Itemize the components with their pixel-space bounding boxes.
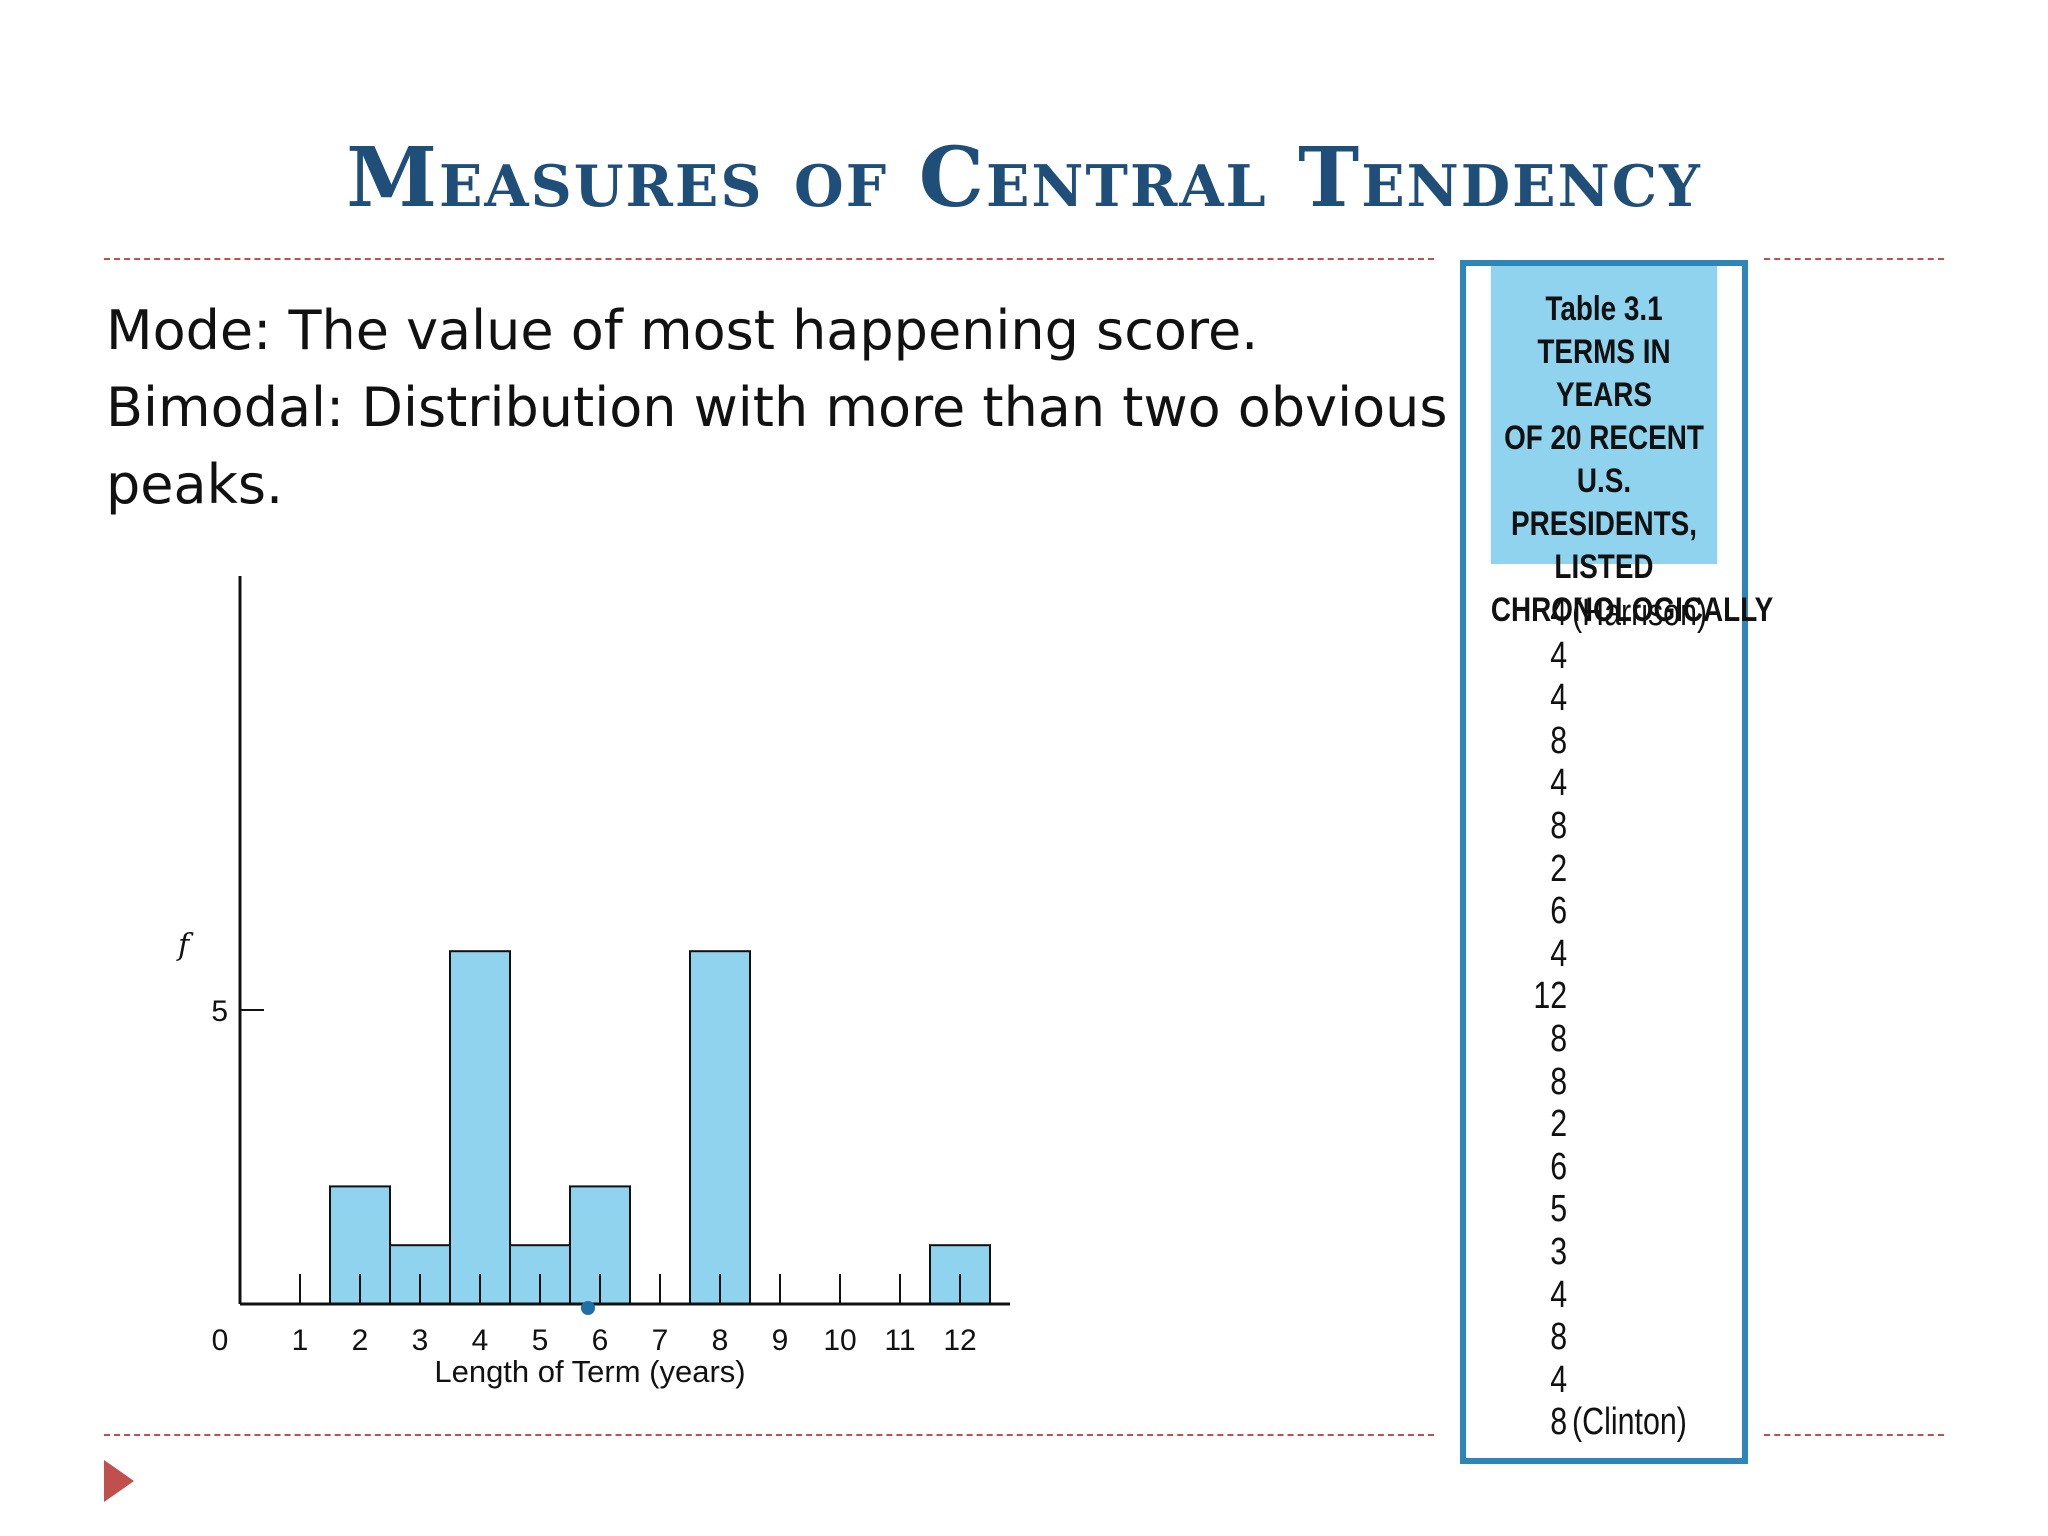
table-row: 2	[1532, 1103, 1707, 1146]
term-value: 6	[1550, 1145, 1568, 1188]
table-row: 8	[1532, 1061, 1707, 1104]
term-value: 4	[1550, 1273, 1568, 1316]
x-tick-label: 7	[652, 1324, 669, 1357]
x-tick-label: 8	[712, 1324, 729, 1357]
term-value: 8	[1550, 1017, 1568, 1060]
table-heading-line: listed	[1554, 548, 1654, 586]
term-value: 12	[1533, 975, 1568, 1018]
x-tick-label: 11	[884, 1324, 915, 1357]
term-value: 5	[1550, 1188, 1568, 1231]
y-axis-label: f	[176, 928, 194, 963]
term-value: 4	[1550, 677, 1568, 720]
term-list: 4 (Harrison) 4 4 8 4 8 2 6 4 12 8 8 2 6 5 3 4 8 4 8 (Clinton)	[1532, 592, 1751, 1444]
bar-8	[689, 950, 751, 1305]
table-row: 8	[1532, 1316, 1707, 1359]
term-value: 3	[1550, 1230, 1568, 1273]
bottom-divider-right	[1764, 1434, 1944, 1436]
mode-definition: Mode: The value of most happening score.	[106, 299, 1259, 362]
slide-body: Mode: The value of most happening score.…	[106, 292, 1448, 523]
bimodal-definition: Bimodal: Distribution with more than two…	[106, 376, 1448, 439]
table-row: 4 (Harrison)	[1532, 592, 1707, 635]
x-tick-label: 12	[943, 1324, 976, 1357]
term-value: 6	[1550, 890, 1568, 933]
table-header: Table 3.1 Terms in years of 20 recent U.…	[1490, 266, 1773, 629]
slide-marker-icon	[104, 1460, 134, 1502]
mean-marker	[581, 1301, 595, 1315]
term-value: 8	[1550, 1401, 1568, 1444]
x-tick-label: 4	[472, 1324, 489, 1357]
term-value: 8	[1550, 804, 1568, 847]
table-row: 8	[1532, 805, 1707, 848]
president-name: (Harrison)	[1572, 592, 1708, 634]
table-heading-line: U.S. presidents,	[1511, 462, 1697, 543]
table-row: 12	[1532, 975, 1707, 1018]
president-name: (Clinton)	[1572, 1401, 1687, 1444]
x-axis-label: Length of Term (years)	[434, 1354, 745, 1389]
table-heading-line: of 20 recent	[1504, 419, 1704, 457]
term-value: 2	[1550, 847, 1568, 890]
table-row: 8	[1532, 720, 1707, 763]
table-row: 8 (Clinton)	[1532, 1401, 1707, 1444]
term-value: 4	[1550, 762, 1568, 805]
x-tick-label: 0	[212, 1324, 229, 1357]
term-value: 8	[1550, 719, 1568, 762]
table-row: 4	[1532, 933, 1707, 976]
term-value: 4	[1550, 634, 1568, 677]
table-row: 6	[1532, 890, 1707, 933]
term-value: 8	[1550, 1316, 1568, 1359]
table-row: 2	[1532, 848, 1707, 891]
table-row: 3	[1532, 1231, 1707, 1274]
x-tick-label: 6	[592, 1324, 609, 1357]
table-row: 4	[1532, 762, 1707, 805]
table-row: 8	[1532, 1018, 1707, 1061]
bar-4	[449, 950, 511, 1305]
bimodal-definition-continued: peaks.	[106, 453, 284, 516]
table-row: 4	[1532, 635, 1707, 678]
x-tick-label: 1	[292, 1324, 309, 1357]
term-value: 4	[1550, 932, 1568, 975]
x-tick-label: 2	[352, 1324, 369, 1357]
x-tick-label: 10	[823, 1324, 856, 1357]
slide-title: Measures of Central Tendency	[346, 130, 1702, 226]
x-tick-label: 9	[772, 1324, 789, 1357]
term-value: 4	[1550, 1358, 1568, 1401]
top-divider-right	[1764, 258, 1944, 260]
table-row: 4	[1532, 1359, 1707, 1402]
histogram: 0 1 2 3 4 5 6 7 8 9 10 11 125 f Length of Term (year…	[176, 576, 1010, 1389]
y-tick-label: 5	[211, 995, 228, 1028]
x-tick-label: 3	[412, 1324, 429, 1357]
table-row: 6	[1532, 1146, 1707, 1189]
term-value: 4	[1550, 592, 1568, 634]
term-value: 2	[1550, 1103, 1568, 1146]
table-caption: Table 3.1	[1545, 290, 1663, 328]
term-value: 8	[1550, 1060, 1568, 1103]
table-row: 4	[1532, 1274, 1707, 1317]
presidents-table: Table 3.1 Terms in years of 20 recent U.…	[1460, 260, 1773, 1464]
bottom-divider-left	[104, 1434, 1434, 1436]
table-row: 5	[1532, 1188, 1707, 1231]
top-divider-left	[104, 258, 1434, 260]
table-heading-line: Terms in years	[1537, 333, 1671, 414]
x-tick-label: 5	[532, 1324, 549, 1357]
table-row: 4	[1532, 677, 1707, 720]
